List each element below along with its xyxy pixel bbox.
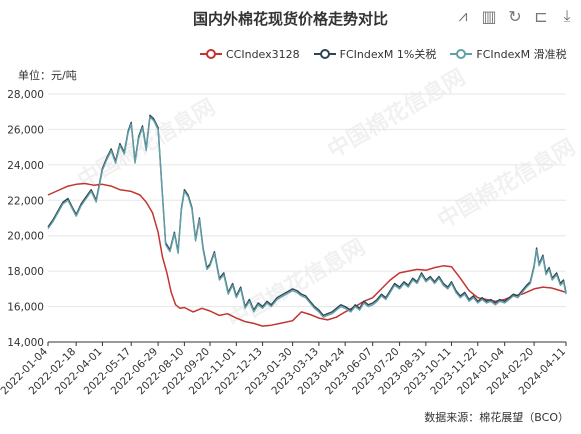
- line-chart-icon[interactable]: ⩘: [458, 6, 468, 25]
- y-tick-label: 18,000: [7, 266, 44, 278]
- chart-title: 国内外棉花现货价格走势对比: [192, 10, 388, 28]
- data-view-icon[interactable]: ⊏: [534, 6, 548, 26]
- watermark-text: 中国棉花信息网: [433, 134, 579, 234]
- watermark-text: 中国棉花信息网: [223, 234, 369, 334]
- chart-toolbar: ⩘ ▥ ↻ ⊏ ⤓: [455, 6, 575, 26]
- legend-symbol-icon: [313, 48, 336, 60]
- save-image-icon[interactable]: ⤓: [563, 6, 571, 25]
- y-tick-label: 20,000: [7, 231, 44, 243]
- legend-symbol-icon: [450, 48, 473, 60]
- refresh-icon[interactable]: ↻: [508, 6, 522, 26]
- chart-legend: CCIndex3128 FCIndexM 1%关税 FCIndexM 滑准税: [200, 46, 567, 62]
- legend-label: CCIndex3128: [226, 47, 300, 61]
- y-tick-label: 26,000: [7, 124, 44, 136]
- x-axis: 2022-01-042022-02-182022-04-012022-05-17…: [0, 341, 568, 397]
- legend-item-ccindex[interactable]: CCIndex3128: [200, 46, 300, 62]
- data-source: 数据来源：棉花展望（BCO）: [424, 411, 569, 424]
- unit-label: 单位：元/吨: [18, 69, 77, 82]
- legend-item-fcindex-sliding[interactable]: FCIndexM 滑准税: [450, 46, 567, 62]
- legend-label: FCIndexM 1%关税: [339, 48, 437, 61]
- y-tick-label: 28,000: [7, 89, 44, 101]
- y-tick-label: 14,000: [7, 337, 44, 349]
- legend-item-fcindex-1pct[interactable]: FCIndexM 1%关税: [313, 46, 437, 62]
- watermark-text: 中国棉花信息网: [323, 64, 469, 164]
- y-tick-label: 24,000: [7, 160, 44, 172]
- y-axis: 14,000 16,000 18,000 20,000 22,000 24,000 26,0…: [7, 89, 44, 349]
- series-line-fcindex-sliding[interactable]: [47, 116, 567, 318]
- grid-lines: [48, 93, 566, 343]
- series-line-ccindex[interactable]: [47, 182, 567, 327]
- y-tick-label: 22,000: [7, 195, 44, 207]
- series-layer: [47, 114, 567, 327]
- bar-chart-icon[interactable]: ▥: [481, 6, 497, 26]
- y-tick-label: 16,000: [7, 302, 44, 314]
- legend-symbol-icon: [200, 48, 222, 60]
- legend-label: FCIndexM 滑准税: [476, 48, 567, 61]
